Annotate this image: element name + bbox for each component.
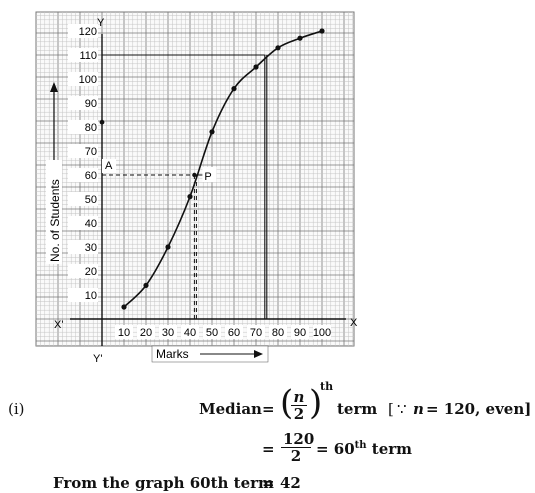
x-tick-bg — [313, 325, 331, 339]
x-tick-label: 40 — [184, 327, 196, 339]
data-point — [187, 194, 193, 200]
n-over-2: n 2 — [291, 389, 307, 422]
equals-3: = — [262, 474, 275, 492]
x-tick-bg — [225, 325, 243, 339]
data-point — [121, 304, 127, 310]
x-tick-label: 100 — [313, 327, 331, 339]
solution-part: (i) — [8, 400, 25, 418]
axis-name-y: Y — [97, 17, 105, 29]
median-point — [192, 172, 197, 178]
equals-1: = — [262, 400, 275, 418]
axis-name-y-neg: Y' — [93, 353, 102, 365]
data-point — [209, 129, 215, 135]
solution-block: (i) Median = ( n 2 ) th term [ ∵ n = 120… — [0, 380, 535, 493]
y-tick-bg — [68, 24, 98, 38]
y-tick-bg — [68, 96, 98, 110]
x-tick-bg — [181, 325, 199, 339]
from-graph-label: From the graph 60th term — [53, 474, 274, 492]
data-point — [275, 45, 281, 51]
data-point — [231, 86, 237, 92]
guide-lines — [102, 54, 268, 319]
equals-2: = — [262, 440, 275, 458]
y-tick-label: 30 — [85, 242, 97, 254]
y-tick-bg — [68, 72, 98, 86]
y-tick-label: 70 — [85, 146, 97, 158]
ogive-curve — [99, 28, 325, 310]
x-tick-label: 90 — [294, 327, 306, 339]
y-tick-label: 110 — [79, 50, 97, 62]
term-label-2: term — [371, 440, 413, 458]
x-tick-bg — [115, 325, 133, 339]
x-tick-label: 80 — [272, 327, 284, 339]
x-tick-bg — [291, 325, 309, 339]
ticks: 10 20 30 40 50 60 70 80 90 100 10 20 30 40 50 60 70 80 90 1… — [68, 24, 331, 339]
y-tick-label: 50 — [85, 194, 97, 206]
data-point — [253, 64, 259, 70]
stray-point — [99, 119, 105, 125]
level-label-a: A — [105, 160, 113, 172]
y-axis-label: No. of Students — [48, 179, 62, 262]
x-tick-bg — [269, 325, 287, 339]
axis-name-x-neg: X' — [54, 319, 63, 331]
y-tick-label: 100 — [79, 74, 97, 86]
y-tick-label: 120 — [79, 26, 97, 38]
note-because: ∵ — [397, 400, 407, 418]
from-graph-value: 42 — [280, 474, 301, 492]
data-point — [143, 282, 149, 288]
x-tick-label: 50 — [206, 327, 218, 339]
y-tick-bg — [68, 48, 98, 62]
axis-name-x: X — [350, 317, 358, 329]
ogive-line — [123, 30, 323, 308]
note-rest: = 120, even] — [426, 400, 532, 418]
x-tick-bg — [203, 325, 221, 339]
data-point — [297, 35, 303, 41]
y-tick-bg — [68, 192, 98, 206]
y-tick-bg — [68, 216, 98, 230]
x-tick-label: 60 — [228, 327, 240, 339]
median-label: Median — [199, 400, 262, 418]
data-point — [319, 28, 325, 34]
y-tick-bg — [68, 240, 98, 254]
y-tick-bg — [68, 288, 98, 302]
y-tick-bg — [68, 120, 98, 134]
y-tick-bg — [68, 144, 98, 158]
term-label-1: term — [337, 400, 378, 418]
x-tick-label: 20 — [140, 327, 152, 339]
x-tick-label: 30 — [162, 327, 174, 339]
note-open: [ — [388, 400, 394, 418]
x-tick-label: 70 — [250, 327, 262, 339]
x-tick-label: 10 — [118, 327, 130, 339]
line2-th: th — [354, 440, 367, 451]
y-tick-label: 10 — [85, 290, 97, 302]
120-over-2: 120 2 — [281, 430, 315, 465]
x-tick-bg — [247, 325, 265, 339]
y-axis-label-group: No. of Students — [46, 82, 62, 264]
paren-left: ( — [280, 383, 294, 423]
x-axis-label: Marks — [156, 347, 189, 361]
data-point — [165, 244, 171, 250]
x-axis-label-group: Marks — [151, 345, 269, 363]
y-tick-bg — [68, 264, 98, 278]
y-tick-bg — [68, 168, 98, 182]
note-var: n — [413, 400, 424, 418]
line2-result: = 60 — [316, 440, 355, 458]
x-tick-bg — [159, 325, 177, 339]
x-tick-bg — [137, 325, 155, 339]
median-point-label: P — [204, 171, 211, 183]
y-tick-label: 20 — [85, 266, 97, 278]
axes — [70, 34, 346, 346]
y-tick-label: 60 — [85, 170, 97, 182]
y-tick-label: 80 — [85, 122, 97, 134]
y-tick-label: 40 — [85, 218, 97, 230]
ogive-chart: 10 20 30 40 50 60 70 80 90 100 10 20 30 40 50 60 70 80 90 1… — [35, 11, 358, 365]
th-superscript: th — [320, 380, 334, 393]
y-tick-label: 90 — [85, 98, 97, 110]
paren-right: ) — [309, 383, 323, 423]
